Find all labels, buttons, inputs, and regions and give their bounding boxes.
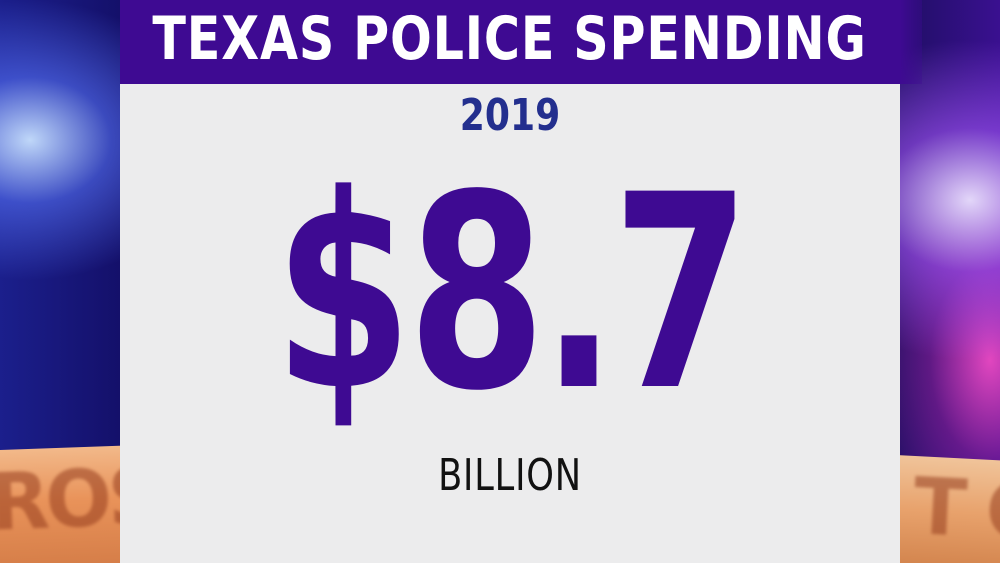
crime-scene-tape-left: ROS bbox=[0, 445, 162, 563]
spending-amount: $8.7 bbox=[274, 138, 750, 450]
crime-scene-tape-right: T C bbox=[891, 455, 1000, 563]
tape-right-text: T C bbox=[911, 462, 1000, 559]
title-banner: TEXAS POLICE SPENDING bbox=[120, 0, 922, 84]
year-label: 2019 bbox=[459, 90, 561, 141]
stat-card: 2019 $8.7 BILLION bbox=[120, 84, 900, 563]
amount-unit: BILLION bbox=[438, 450, 582, 501]
page-title: TEXAS POLICE SPENDING bbox=[152, 4, 868, 74]
